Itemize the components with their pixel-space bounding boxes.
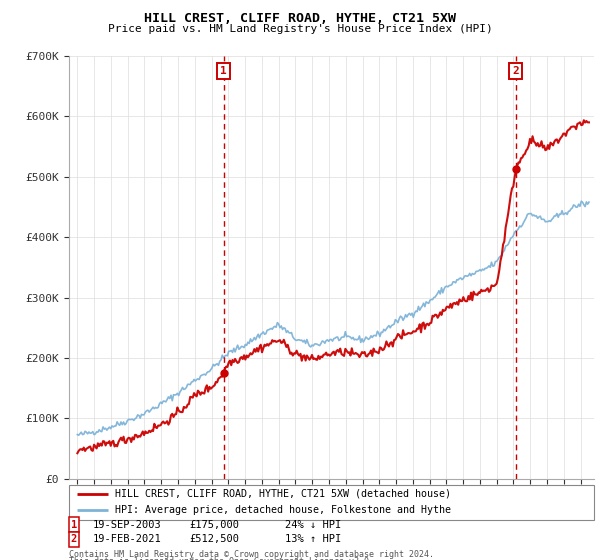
- Text: HILL CREST, CLIFF ROAD, HYTHE, CT21 5XW: HILL CREST, CLIFF ROAD, HYTHE, CT21 5XW: [144, 12, 456, 25]
- Text: 19-SEP-2003: 19-SEP-2003: [93, 520, 162, 530]
- Text: HPI: Average price, detached house, Folkestone and Hythe: HPI: Average price, detached house, Folk…: [115, 505, 451, 515]
- Text: 1: 1: [220, 66, 227, 76]
- Text: £512,500: £512,500: [189, 534, 239, 544]
- Text: Price paid vs. HM Land Registry's House Price Index (HPI): Price paid vs. HM Land Registry's House …: [107, 24, 493, 34]
- Text: 13% ↑ HPI: 13% ↑ HPI: [285, 534, 341, 544]
- Text: £175,000: £175,000: [189, 520, 239, 530]
- Text: 2: 2: [71, 534, 77, 544]
- Text: This data is licensed under the Open Government Licence v3.0.: This data is licensed under the Open Gov…: [69, 557, 374, 560]
- FancyBboxPatch shape: [69, 485, 594, 520]
- Text: Contains HM Land Registry data © Crown copyright and database right 2024.: Contains HM Land Registry data © Crown c…: [69, 550, 434, 559]
- Text: HILL CREST, CLIFF ROAD, HYTHE, CT21 5XW (detached house): HILL CREST, CLIFF ROAD, HYTHE, CT21 5XW …: [115, 489, 451, 498]
- Text: 1: 1: [71, 520, 77, 530]
- Text: 19-FEB-2021: 19-FEB-2021: [93, 534, 162, 544]
- Text: 2: 2: [512, 66, 519, 76]
- Text: 24% ↓ HPI: 24% ↓ HPI: [285, 520, 341, 530]
